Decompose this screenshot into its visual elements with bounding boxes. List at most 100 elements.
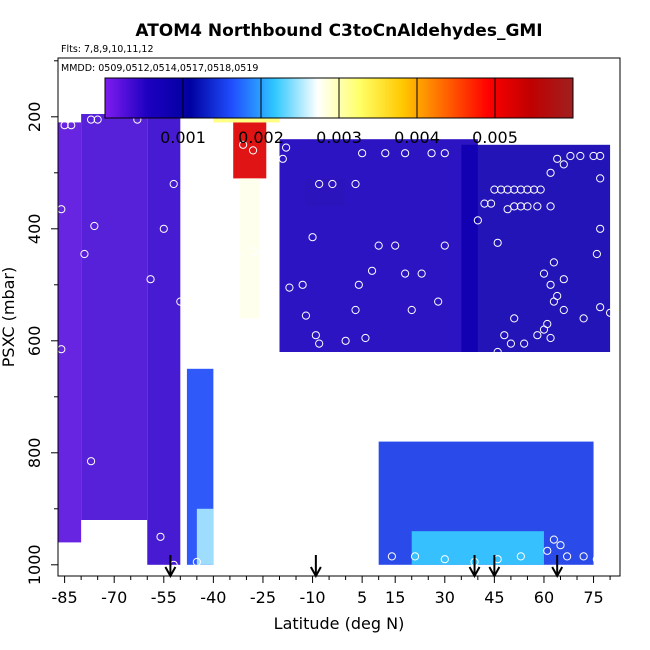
sample-marker xyxy=(473,216,482,225)
sample-marker xyxy=(523,185,532,194)
y-tick-label: 400 xyxy=(25,214,44,245)
sample-marker xyxy=(480,199,489,208)
sample-marker xyxy=(358,149,367,158)
flights-label: Flts: 7,8,9,10,11,12 xyxy=(61,44,154,55)
sample-marker xyxy=(407,305,416,315)
sample-marker xyxy=(209,261,218,270)
sample-marker xyxy=(572,118,582,127)
sample-marker xyxy=(546,168,555,177)
sample-marker xyxy=(301,311,311,320)
heatmap-cell xyxy=(461,144,611,352)
sample-marker xyxy=(443,389,453,399)
sample-marker xyxy=(212,272,221,281)
x-tick-label: -85 xyxy=(52,588,78,607)
sample-marker xyxy=(86,115,96,124)
sample-marker xyxy=(387,552,396,561)
sample-marker xyxy=(596,174,605,183)
sample-marker xyxy=(486,199,496,208)
sample-marker xyxy=(596,303,605,312)
sample-marker xyxy=(427,149,436,158)
sample-markers xyxy=(58,107,618,569)
sample-marker xyxy=(229,557,238,567)
dates-label: MMDD: 0509,0512,0514,0517,0518,0519 xyxy=(61,63,258,74)
sample-marker xyxy=(493,347,502,357)
sample-marker xyxy=(351,179,360,189)
y-tick-label: 600 xyxy=(25,326,44,357)
x-tick-label: -25 xyxy=(250,588,276,607)
sample-marker xyxy=(182,179,192,189)
sample-marker xyxy=(186,325,195,334)
sample-marker xyxy=(93,115,102,124)
colorbar-ticks: 0.001 0.002 0.003 0.004 0.005 xyxy=(160,78,518,147)
x-tick-label: 15 xyxy=(385,588,405,607)
sample-marker xyxy=(592,555,601,564)
sample-marker xyxy=(311,331,320,340)
flight-arrow xyxy=(164,555,177,579)
sample-marker xyxy=(354,280,363,289)
sample-marker xyxy=(202,140,211,149)
sample-marker xyxy=(86,457,96,466)
flight-arrow xyxy=(488,555,501,579)
sample-marker xyxy=(285,283,294,292)
sample-marker xyxy=(549,535,558,544)
sample-marker xyxy=(563,552,572,561)
sample-marker xyxy=(586,129,595,138)
flight-arrows xyxy=(164,555,564,579)
sample-marker xyxy=(410,552,420,561)
sample-marker xyxy=(361,333,370,343)
sample-marker xyxy=(146,275,155,284)
sample-marker xyxy=(536,185,545,194)
x-axis-label: Latitude (deg N) xyxy=(274,614,405,633)
sample-marker xyxy=(176,297,185,306)
sample-marker xyxy=(589,151,598,161)
x-tick-label: -70 xyxy=(101,588,127,607)
chart-title: ATOM4 Northbound C3toCnAldehydes_GMI xyxy=(135,21,542,41)
heatmap-field xyxy=(58,105,611,565)
sample-marker xyxy=(367,266,377,275)
sample-marker xyxy=(80,249,89,259)
x-tick-label: 5 xyxy=(357,588,367,607)
sample-marker xyxy=(58,345,66,354)
y-tick-label: 1000 xyxy=(25,544,44,585)
y-tick-label: 200 xyxy=(25,102,44,133)
sample-marker xyxy=(262,286,271,295)
sample-marker xyxy=(67,121,76,130)
x-tick-label: 30 xyxy=(435,588,455,607)
sample-marker xyxy=(506,339,516,348)
sample-marker xyxy=(315,339,324,348)
x-tick-label: 60 xyxy=(534,588,554,607)
sample-marker xyxy=(169,179,178,189)
sample-marker xyxy=(592,249,601,259)
sample-marker xyxy=(579,314,588,323)
sample-marker xyxy=(609,555,618,564)
x-tick-label: 45 xyxy=(484,588,504,607)
y-axis: 200 400 600 800 1000 xyxy=(25,60,58,585)
heatmap-cell xyxy=(239,178,260,319)
sample-marker xyxy=(90,221,99,231)
flight-arrow xyxy=(309,555,322,579)
sample-marker xyxy=(493,238,502,247)
sample-marker xyxy=(549,258,558,267)
x-tick-label: 75 xyxy=(583,588,603,607)
flight-arrow xyxy=(468,555,481,579)
sample-marker xyxy=(559,160,568,169)
sample-marker xyxy=(529,185,539,194)
sample-marker xyxy=(503,205,512,214)
sample-marker xyxy=(189,291,198,301)
sample-marker xyxy=(546,333,555,343)
x-axis: -85 -70 -55 -40 -25 -10 5 15 30 45 60 75 xyxy=(52,576,611,607)
y-tick-label: 800 xyxy=(25,438,44,469)
sample-marker xyxy=(225,308,235,317)
colorbar: 0.001 0.002 0.003 0.004 0.005 xyxy=(104,77,574,147)
sample-marker xyxy=(520,339,529,348)
sample-marker xyxy=(440,241,449,250)
sample-marker xyxy=(219,291,228,301)
sample-marker xyxy=(248,247,258,256)
sample-marker xyxy=(546,280,555,289)
x-tick-label: -55 xyxy=(151,588,177,607)
heatmap-cell xyxy=(196,508,214,565)
sample-marker xyxy=(308,233,317,242)
heatmap-cell xyxy=(58,122,82,543)
sample-marker xyxy=(434,297,443,306)
sample-marker xyxy=(579,126,588,135)
